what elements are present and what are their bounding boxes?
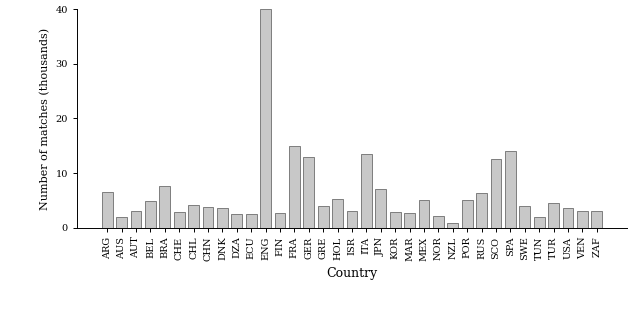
Bar	[433, 216, 444, 228]
Bar	[131, 211, 141, 228]
Bar	[361, 154, 372, 228]
Bar	[404, 213, 415, 228]
Bar	[318, 206, 328, 228]
Bar	[390, 212, 401, 228]
Bar	[376, 189, 386, 228]
Bar	[145, 201, 156, 228]
Bar	[563, 209, 573, 228]
Bar	[447, 223, 458, 228]
Bar	[174, 212, 184, 228]
Bar	[275, 213, 285, 228]
Bar	[577, 211, 588, 228]
Bar	[159, 185, 170, 228]
Bar	[548, 203, 559, 228]
Bar	[591, 211, 602, 228]
Bar	[505, 151, 516, 228]
Y-axis label: Number of matches (thousands): Number of matches (thousands)	[40, 27, 50, 210]
Bar	[332, 199, 343, 228]
Bar	[260, 9, 271, 228]
Bar	[217, 209, 228, 228]
Bar	[303, 157, 314, 228]
Bar	[102, 192, 113, 228]
Bar	[462, 200, 472, 228]
Bar	[289, 146, 300, 228]
Bar	[491, 159, 501, 228]
Bar	[419, 200, 429, 228]
Bar	[476, 193, 487, 228]
Bar	[232, 214, 242, 228]
Bar	[203, 207, 213, 228]
Bar	[188, 205, 199, 228]
X-axis label: Country: Country	[326, 267, 378, 280]
Bar	[520, 206, 530, 228]
Bar	[116, 217, 127, 228]
Bar	[347, 211, 357, 228]
Bar	[246, 214, 257, 228]
Bar	[534, 217, 545, 228]
